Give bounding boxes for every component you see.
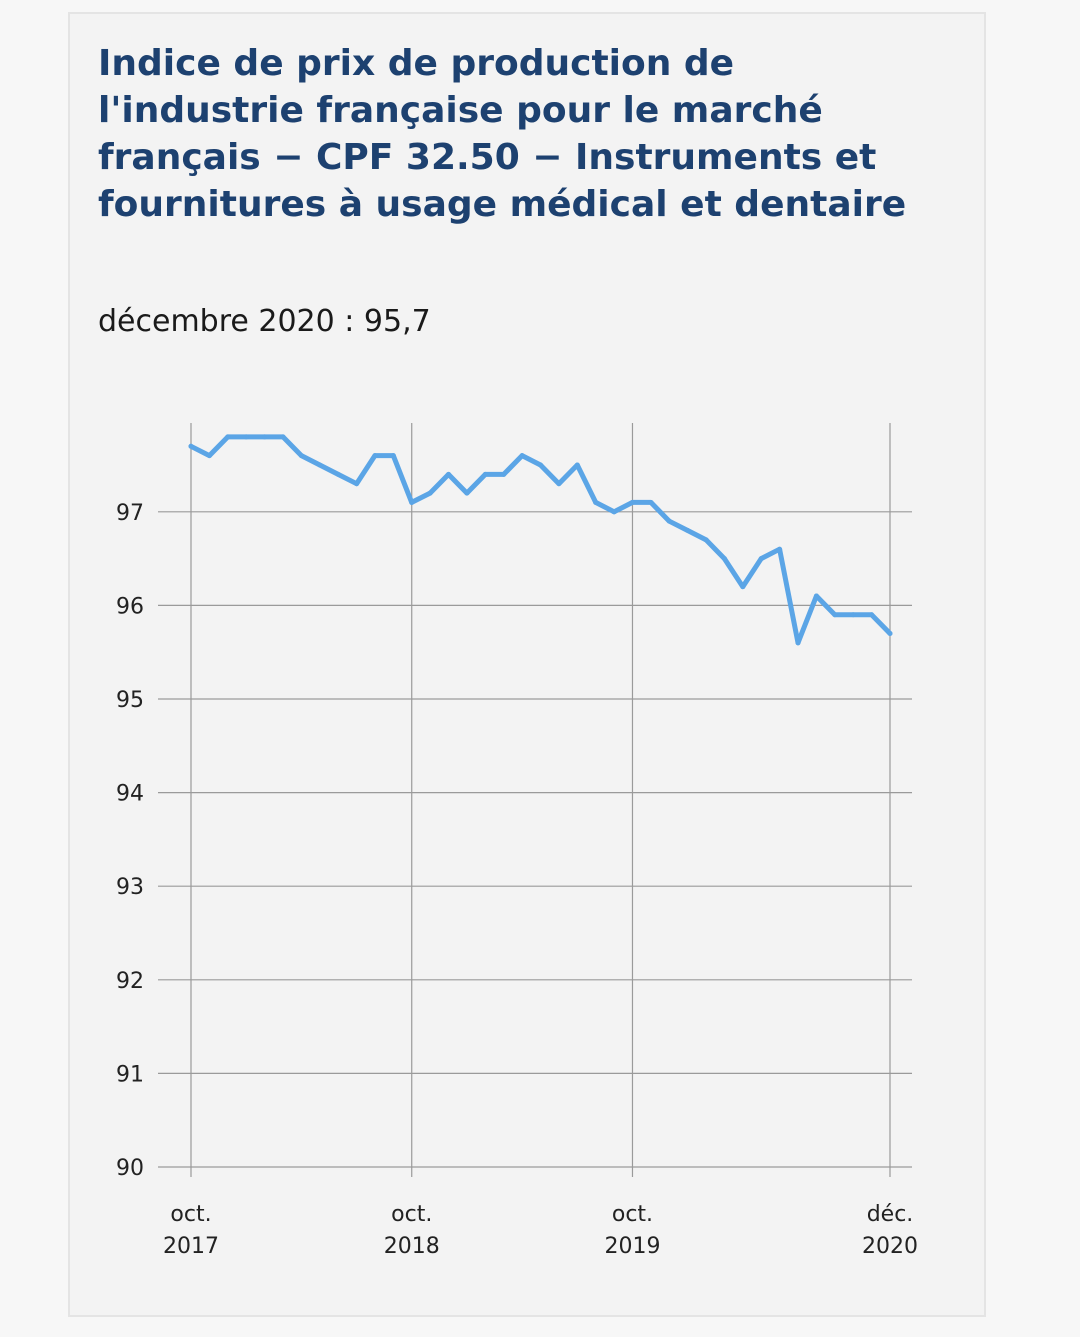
data-point	[317, 462, 323, 468]
chart-card	[68, 12, 986, 1317]
y-tick-label: 92	[116, 969, 144, 994]
data-point	[335, 471, 341, 477]
data-point	[446, 471, 452, 477]
data-point	[777, 546, 783, 552]
x-tick-label: oct.	[170, 1202, 211, 1227]
data-point	[593, 499, 599, 505]
data-point	[262, 434, 268, 440]
chart-title: Indice de prix de production de l'indust…	[98, 43, 907, 225]
data-point	[648, 499, 654, 505]
data-point	[372, 453, 378, 459]
data-point	[813, 593, 819, 599]
data-point	[390, 453, 396, 459]
data-point	[611, 509, 617, 515]
data-point	[482, 471, 488, 477]
data-point	[740, 584, 746, 590]
y-tick-label: 96	[116, 594, 144, 619]
y-tick-label: 93	[116, 875, 144, 900]
y-tick-label: 95	[116, 688, 144, 713]
data-point	[354, 481, 360, 487]
y-tick-label: 91	[116, 1062, 144, 1087]
x-tick-label: déc.	[867, 1202, 914, 1227]
x-tick-label: 2017	[163, 1234, 219, 1259]
data-point	[225, 434, 231, 440]
x-tick-label: 2020	[862, 1234, 918, 1259]
data-point	[206, 453, 212, 459]
data-point	[280, 434, 286, 440]
data-point	[519, 453, 525, 459]
data-point	[556, 481, 562, 487]
data-point	[666, 518, 672, 524]
data-point	[574, 462, 580, 468]
data-point	[409, 499, 415, 505]
data-point	[721, 556, 727, 562]
data-point	[758, 556, 764, 562]
data-point	[243, 434, 249, 440]
x-tick-label: 2018	[384, 1234, 440, 1259]
x-tick-label: oct.	[391, 1202, 432, 1227]
data-point	[703, 537, 709, 543]
series-line	[188, 434, 893, 646]
y-tick-label: 94	[116, 782, 144, 807]
data-point	[298, 453, 304, 459]
data-point	[850, 612, 856, 618]
data-point	[869, 612, 875, 618]
latest-value-label: décembre 2020 : 95,7	[98, 304, 431, 339]
data-point	[832, 612, 838, 618]
data-point	[887, 630, 893, 636]
data-point	[629, 499, 635, 505]
x-tick-label: oct.	[612, 1202, 653, 1227]
data-point	[795, 640, 801, 646]
y-tick-label: 97	[116, 501, 144, 526]
y-tick-label: 90	[116, 1156, 144, 1181]
data-point	[464, 490, 470, 496]
data-point	[501, 471, 507, 477]
data-point	[538, 462, 543, 468]
x-tick-label: 2019	[604, 1234, 660, 1259]
data-point	[685, 528, 691, 534]
data-point	[427, 490, 433, 496]
data-point	[188, 443, 194, 449]
